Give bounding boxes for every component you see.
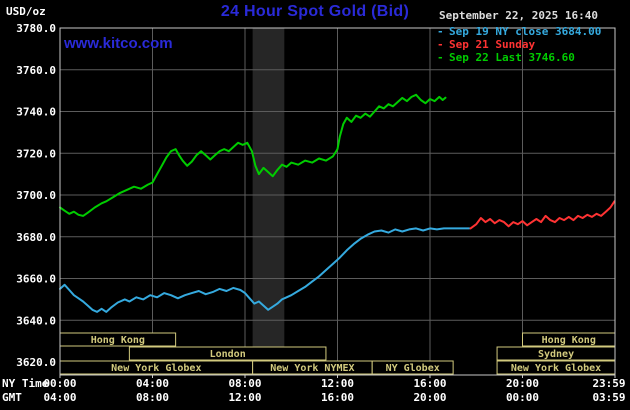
y-axis-label: 3660.0 <box>16 273 56 286</box>
comex-open-band <box>252 28 285 375</box>
y-axis-label: 3700.0 <box>16 189 56 202</box>
session-label: New York NYMEX <box>270 363 354 374</box>
legend-marker: - <box>437 51 444 64</box>
y-axis-label: 3760.0 <box>16 64 56 77</box>
kitco-watermark-link[interactable]: www.kitco.com <box>64 35 173 52</box>
price-line-sep21 <box>469 200 616 230</box>
legend-label: Sep 22 Last 3746.60 <box>449 51 575 64</box>
price-unit-label: USD/oz <box>6 5 46 18</box>
legend: - Sep 19 NY close 3684.00- Sep 21 Sunday - S… <box>437 25 601 64</box>
session-label: New York Globex <box>111 363 201 374</box>
y-axis-label: 3640.0 <box>16 314 56 327</box>
legend-item-2: - Sep 21 Sunday <box>437 38 601 51</box>
x-axis-label-ny: 23:59 <box>592 377 625 390</box>
session-label: London <box>210 349 246 360</box>
session-label: Hong Kong <box>91 335 145 346</box>
price-line-sep22 <box>59 93 447 217</box>
legend-item-3: - Sep 22 Last 3746.60 <box>437 51 601 64</box>
legend-item-1: - Sep 19 NY close 3684.00 <box>437 25 601 38</box>
session-label: New York Globex <box>511 363 601 374</box>
legend-label: Sep 19 NY close 3684.00 <box>449 25 602 38</box>
x-axis-label-gmt: 12:00 <box>228 391 261 404</box>
y-axis-label: 3680.0 <box>16 231 56 244</box>
chart-timestamp: September 22, 2025 16:40 <box>439 9 598 22</box>
x-axis-label-gmt: 04:00 <box>43 391 76 404</box>
x-axis-label-ny: 00:00 <box>43 377 76 390</box>
session-label: Sydney <box>538 349 574 360</box>
x-axis-label-ny: 08:00 <box>228 377 261 390</box>
x-axis-label-ny: 20:00 <box>506 377 539 390</box>
x-axis-label-gmt: 08:00 <box>136 391 169 404</box>
x-axis-label-gmt: 20:00 <box>413 391 446 404</box>
session-label: Hong Kong <box>542 335 596 346</box>
x-axis-label-gmt: 16:00 <box>321 391 354 404</box>
x-axis-label-ny: 16:00 <box>413 377 446 390</box>
x-axis-label-ny: 12:00 <box>321 377 354 390</box>
y-axis-label: 3720.0 <box>16 147 56 160</box>
price-line-sep19 <box>59 227 471 313</box>
x-axis-label-gmt: 00:00 <box>506 391 539 404</box>
x-axis-label-ny: 04:00 <box>136 377 169 390</box>
gmt-axis-label: GMT <box>2 391 22 404</box>
session-label: NY Globex <box>386 363 440 374</box>
legend-marker: - <box>437 38 444 51</box>
legend-marker: - <box>437 25 444 38</box>
session-box <box>128 346 327 361</box>
ny-time-axis-label: NY Time <box>2 377 49 390</box>
session-box <box>371 360 454 375</box>
y-axis-label: 3740.0 <box>16 106 56 119</box>
y-axis-label: 3620.0 <box>16 356 56 369</box>
chart-title: 24 Hour Spot Gold (Bid) <box>220 3 410 20</box>
y-axis-label: 3780.0 <box>16 22 56 35</box>
x-axis-label-gmt: 03:59 <box>592 391 625 404</box>
legend-label: Sep 21 Sunday <box>449 38 536 51</box>
